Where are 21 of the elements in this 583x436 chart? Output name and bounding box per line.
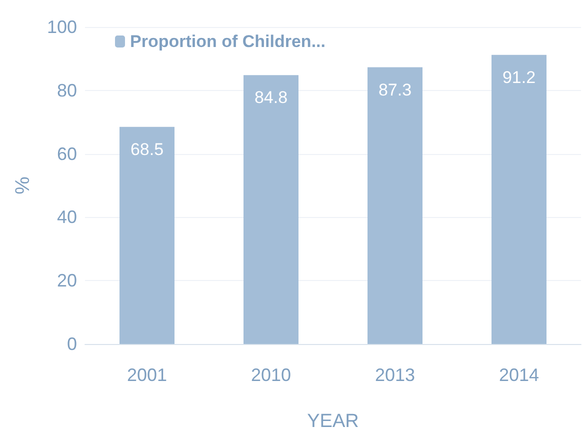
y-tick-label: 60 [56,144,77,164]
y-tick-label: 20 [56,270,77,291]
y-axis-title: % [12,176,34,194]
bar [492,54,546,344]
y-tick-label: 40 [56,207,77,228]
x-tick-label: 2013 [374,365,416,385]
legend-label: Proportion of Children... [130,32,326,51]
y-tick-label: 0 [66,334,77,354]
x-tick-label: 2001 [126,365,168,385]
bar [244,75,298,344]
data-label: 91.2 [502,68,536,87]
data-label: 87.3 [378,80,412,100]
bar [368,67,422,344]
data-label: 84.8 [254,88,288,108]
y-tick-label: 100 [46,17,77,37]
x-axis-title: YEAR [307,411,359,432]
x-tick-label: 2014 [498,365,540,385]
x-tick-label: 2010 [250,365,292,385]
bar [120,126,174,344]
data-label: 68.5 [130,140,164,159]
y-tick-label: 80 [56,80,77,100]
